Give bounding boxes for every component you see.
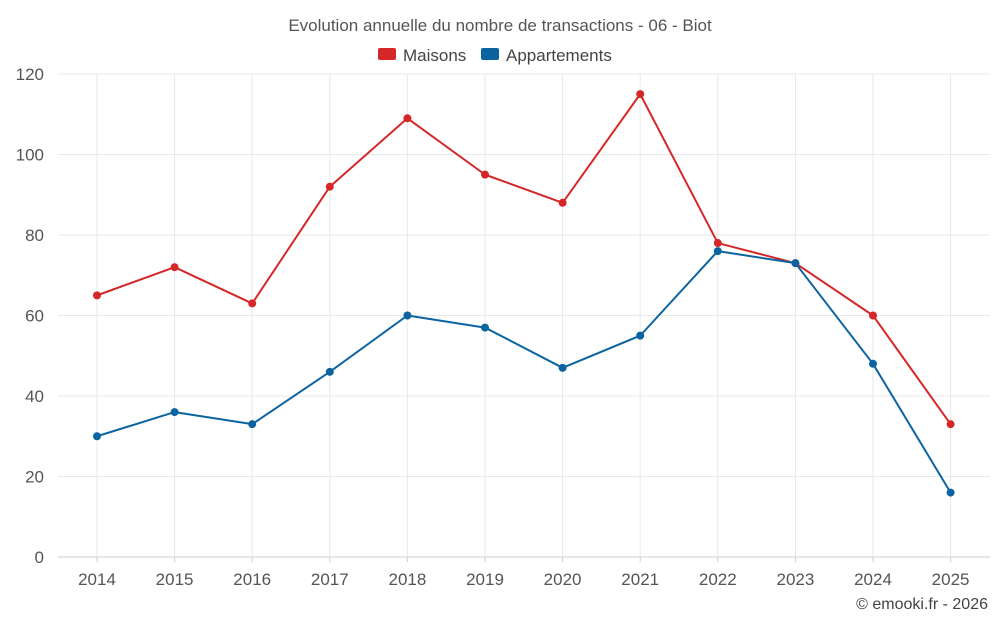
y-tick-label: 80 (25, 226, 44, 245)
data-point-maisons[interactable] (403, 114, 412, 123)
x-tick-label: 2024 (854, 570, 892, 589)
x-tick-label: 2016 (233, 570, 271, 589)
legend-item-maisons[interactable]: Maisons (378, 46, 466, 65)
credit-text: © emooki.fr - 2026 (856, 596, 988, 613)
data-point-maisons[interactable] (869, 311, 877, 320)
data-point-appartements[interactable] (403, 311, 412, 320)
data-point-appartements[interactable] (93, 432, 101, 441)
data-point-maisons[interactable] (946, 420, 955, 429)
x-tick-label: 2018 (388, 570, 426, 589)
x-axis: 2014 2015 2016 2017 2018 2019 2020 2021 2022 2023… (78, 557, 970, 589)
x-tick-label: 2025 (932, 570, 970, 589)
x-tick-label: 2019 (466, 570, 504, 589)
x-tick-label: 2021 (621, 570, 659, 589)
data-point-maisons[interactable] (248, 299, 257, 308)
x-tick-label: 2015 (156, 570, 194, 589)
data-point-maisons[interactable] (481, 170, 489, 179)
legend-label-maisons: Maisons (403, 46, 466, 65)
series-line-appartements[interactable] (96, 250, 952, 494)
data-point-appartements[interactable] (636, 331, 645, 340)
x-tick-label: 2020 (544, 570, 582, 589)
data-point-appartements[interactable] (713, 247, 722, 256)
y-tick-label: 120 (16, 65, 44, 84)
data-point-appartements[interactable] (481, 323, 489, 332)
x-tick-label: 2023 (776, 570, 814, 589)
chart-grid (58, 73, 990, 558)
data-point-maisons[interactable] (636, 90, 645, 99)
y-tick-label: 0 (35, 548, 44, 567)
series-maisons (93, 90, 955, 429)
legend-item-appartements[interactable]: Appartements (481, 46, 612, 65)
series-layer (93, 90, 955, 497)
data-point-maisons[interactable] (558, 198, 567, 207)
legend-label-appartements: Appartements (506, 46, 612, 65)
legend: Maisons Appartements (378, 46, 612, 65)
y-tick-label: 40 (25, 387, 44, 406)
y-axis: 0 20 40 60 80 100 120 (16, 65, 44, 567)
x-tick-label: 2014 (78, 570, 116, 589)
series-line-maisons[interactable] (96, 93, 952, 426)
data-point-appartements[interactable] (325, 367, 334, 376)
data-point-maisons[interactable] (170, 263, 179, 272)
data-point-maisons[interactable] (325, 182, 334, 191)
legend-swatch-maisons (378, 48, 396, 60)
x-tick-label: 2022 (699, 570, 737, 589)
data-point-maisons[interactable] (713, 239, 722, 248)
series-appartements (93, 247, 955, 497)
data-point-appartements[interactable] (170, 408, 179, 417)
y-tick-label: 100 (16, 146, 44, 165)
x-tick-label: 2017 (311, 570, 349, 589)
data-point-maisons[interactable] (93, 291, 101, 300)
y-tick-label: 20 (25, 468, 44, 487)
data-point-appartements[interactable] (791, 259, 800, 268)
data-point-appartements[interactable] (248, 420, 257, 429)
data-point-appartements[interactable] (869, 359, 877, 368)
data-point-appartements[interactable] (558, 363, 567, 372)
y-tick-label: 60 (25, 307, 44, 326)
data-point-appartements[interactable] (946, 488, 955, 497)
chart-title: Evolution annuelle du nombre de transact… (288, 16, 712, 35)
legend-swatch-appartements (481, 48, 499, 60)
